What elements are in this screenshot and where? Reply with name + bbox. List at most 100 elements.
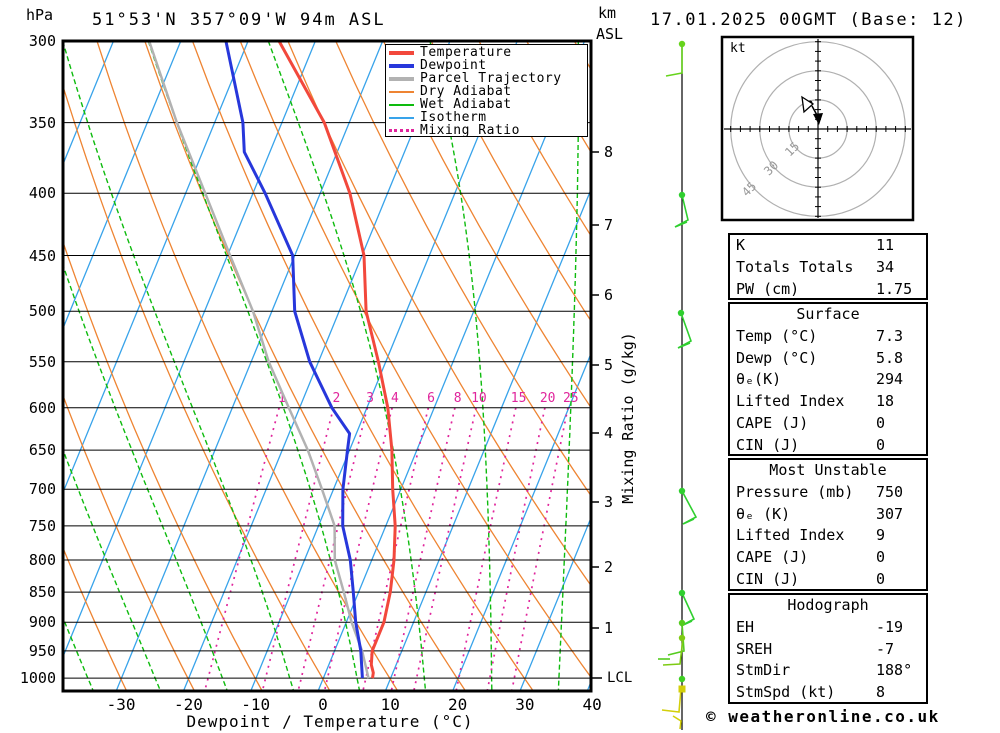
stat-row: CAPE (J) 0 xyxy=(730,413,926,435)
legend-item: Dewpoint xyxy=(389,59,587,72)
x-axis-tick-label: -10 xyxy=(241,695,271,714)
stat-row: θₑ(K) 294 xyxy=(730,369,926,391)
hodograph-border xyxy=(720,35,915,222)
legend-swatch xyxy=(389,76,414,81)
dry-adiabat-line xyxy=(430,41,591,323)
legend-swatch xyxy=(389,129,414,132)
pressure-axis-label: 500 xyxy=(28,302,56,321)
x-axis-tick-label: 0 xyxy=(318,695,328,714)
stat-row: Dewp (°C) 5.8 xyxy=(730,348,926,370)
stat-section: K 11 Totals Totals 34 PW (cm) 1.75 xyxy=(728,233,928,300)
dewpoint-curve xyxy=(224,41,364,679)
stat-value: 8 xyxy=(876,683,886,702)
mixing-ratio-label: 20 xyxy=(540,391,556,406)
stat-label: Dewp (°C) xyxy=(736,348,818,367)
x-axis-tick-label: 30 xyxy=(515,695,535,714)
stat-label: θₑ(K) xyxy=(736,370,782,389)
stat-row: CIN (J) 0 xyxy=(730,569,926,591)
dry-adiabat-line xyxy=(239,41,591,679)
legend-swatch xyxy=(389,50,414,55)
isotherm-line xyxy=(63,41,316,659)
pressure-axis-label: 850 xyxy=(28,583,56,602)
mixing-ratio-label: 3 xyxy=(366,391,374,406)
wind-barb xyxy=(678,589,696,627)
wet-adiabat-line xyxy=(267,41,427,691)
km-axis-label: 5 xyxy=(604,356,614,374)
legend-label: Parcel Trajectory xyxy=(420,71,562,86)
pressure-axis-label: 450 xyxy=(28,246,56,265)
wind-barb xyxy=(665,40,686,77)
wind-barb xyxy=(678,487,698,525)
stat-row: PW (cm) 1.75 xyxy=(730,279,926,301)
parcel-trajectory-curve xyxy=(147,41,370,679)
stat-section-title: Hodograph xyxy=(787,596,869,614)
x-axis-tick-label: -30 xyxy=(106,695,136,714)
dry-adiabat-line xyxy=(63,546,128,691)
pressure-axis-label: 900 xyxy=(28,613,56,632)
stat-value: 34 xyxy=(876,257,895,276)
stat-section: Most Unstable Pressure (mb) 750 θₑ (K) 307 Li… xyxy=(728,458,928,591)
wind-barb xyxy=(678,675,686,683)
stat-section-title: Most Unstable xyxy=(769,461,887,479)
plot-border xyxy=(61,39,593,693)
mixing-ratio-label: 1 xyxy=(278,391,286,406)
stat-value: 7.3 xyxy=(876,326,904,345)
km-axis-label: 7 xyxy=(604,216,614,234)
stat-row: CIN (J) 0 xyxy=(730,435,926,457)
legend-item: Dry Adiabat xyxy=(389,85,587,98)
stat-label: StmDir xyxy=(736,661,791,680)
stat-row: Lifted Index 9 xyxy=(730,525,926,547)
hodograph-ring-label: 15 xyxy=(782,139,802,159)
stat-row: Temp (°C) 7.3 xyxy=(730,326,926,348)
stat-value: 18 xyxy=(876,392,895,411)
wind-barb xyxy=(674,191,689,228)
height-axis-asl-label: ASL xyxy=(596,25,624,43)
wet-adiabat-line xyxy=(63,262,229,691)
station-title: 51°53'N 357°09'W 94m ASL xyxy=(92,10,386,30)
legend-item: Temperature xyxy=(389,46,587,59)
dry-adiabat-line xyxy=(382,41,591,409)
dry-adiabat-line xyxy=(191,41,534,691)
stat-label: SREH xyxy=(736,639,773,658)
km-axis-label: 2 xyxy=(604,558,614,576)
mixing-ratio-label: 15 xyxy=(511,391,527,406)
km-axis-label: 1 xyxy=(604,619,614,637)
pressure-axis-label: 700 xyxy=(28,480,56,499)
km-axis-label: 6 xyxy=(604,286,614,304)
stat-label: PW (cm) xyxy=(736,279,800,298)
stat-label: θₑ (K) xyxy=(736,504,791,523)
isotherm-line xyxy=(63,41,115,166)
pressure-axis-label: 550 xyxy=(28,352,56,371)
legend-item: Isotherm xyxy=(389,111,587,124)
stat-value: 307 xyxy=(876,504,904,523)
pressure-axis-label: 1000 xyxy=(19,669,56,688)
mixing-ratio-line xyxy=(323,407,393,691)
mixing-ratio-line xyxy=(297,407,369,691)
km-axis-label: 8 xyxy=(604,143,614,161)
mixing-ratio-line xyxy=(203,407,280,691)
isotherm-line xyxy=(115,41,384,691)
legend-swatch xyxy=(389,90,414,93)
legend-item: Parcel Trajectory xyxy=(389,72,587,85)
legend-label: Dewpoint xyxy=(420,58,487,73)
stat-label: StmSpd (kt) xyxy=(736,683,836,702)
stat-label: Temp (°C) xyxy=(736,326,818,345)
isotherm-line xyxy=(182,41,451,691)
stat-value: 11 xyxy=(876,236,895,254)
wind-barb xyxy=(658,619,686,660)
dry-adiabat-line xyxy=(335,41,591,497)
legend-box: Temperature Dewpoint Parcel Trajectory Dry … xyxy=(385,44,588,137)
legend-swatch xyxy=(389,63,414,68)
hodograph-ring-label: 45 xyxy=(739,179,759,199)
mixing-ratio-label: 10 xyxy=(471,391,487,406)
stat-label: K xyxy=(736,236,746,254)
stat-row: SREH -7 xyxy=(730,639,926,661)
legend-item: Mixing Ratio xyxy=(389,124,587,137)
x-axis-tick-label: -20 xyxy=(173,695,203,714)
isotherm-line xyxy=(63,41,249,495)
stat-row: StmSpd (kt) 8 xyxy=(730,682,926,704)
wet-adiabat-line xyxy=(63,447,162,691)
stat-value: 0 xyxy=(876,569,886,588)
stat-label: CIN (J) xyxy=(736,569,800,588)
x-axis-tick-label: 20 xyxy=(447,695,468,714)
